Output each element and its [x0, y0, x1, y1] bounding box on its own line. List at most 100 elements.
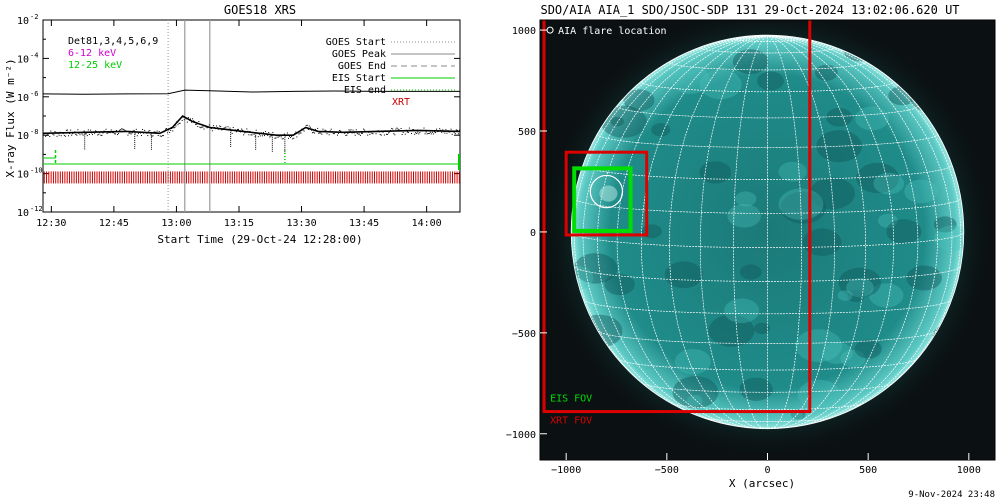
goes-noise-dot [308, 125, 310, 127]
goes-noise-dot [136, 135, 138, 137]
goes-legend-left-item: 6-12 keV [68, 48, 116, 59]
goes-noise-dot [394, 134, 396, 136]
goes-noise-dot [70, 129, 72, 131]
goes-noise-dot [292, 138, 294, 140]
flare-location-circle [589, 174, 624, 209]
goes-noise-dot [372, 133, 374, 135]
goes-noise-dot [226, 129, 228, 131]
goes-noise-dot [159, 135, 161, 137]
goes-noise-dot [142, 128, 144, 130]
goes-noise-dot [151, 135, 153, 137]
goes-noise-dot [222, 128, 224, 130]
goes-noise-dot [189, 118, 191, 120]
goes-noise-dot [140, 134, 142, 136]
goes-noise-dot [275, 137, 277, 139]
goes-noise-dot [281, 138, 283, 140]
goes-noise-dot [266, 133, 268, 135]
goes-y-tick-exponent: -8 [30, 128, 38, 136]
goes-noise-dot [377, 130, 379, 132]
goes-noise-dot [197, 126, 199, 128]
goes-noise-dot [404, 133, 406, 135]
goes-noise-dot [305, 124, 307, 126]
goes-y-tick-exponent: -12 [30, 205, 43, 213]
aia-image-chart: SDO/AIA AIA_1 SDO/JSOC-SDP 131 29-Oct-20… [506, 3, 996, 500]
goes-noise-dot [100, 134, 102, 136]
goes-noise-dot [370, 131, 372, 133]
flare-legend-label: AIA flare location [558, 26, 666, 37]
goes-noise-dot [397, 128, 399, 130]
aia-x-tick-label: 0 [764, 465, 770, 476]
goes-noise-dot [114, 133, 116, 135]
longitude-line [767, 35, 866, 429]
goes-noise-dot [45, 135, 47, 137]
goes-noise-dot [145, 131, 147, 133]
goes-noise-dot [354, 134, 356, 136]
goes-noise-dot [429, 131, 431, 133]
goes-noise-dot [236, 128, 238, 130]
goes-noise-dot [395, 128, 397, 130]
goes-noise-dot [256, 132, 258, 134]
goes-noise-dot [301, 128, 303, 130]
goes-noise-dot [66, 129, 68, 131]
goes-noise-dot [418, 133, 420, 135]
goes-x-tick-label: 13:45 [349, 218, 379, 229]
goes-noise-dot [448, 131, 450, 133]
goes-noise-dot [440, 129, 442, 131]
solar-feature [906, 265, 942, 291]
longitude-line [767, 35, 802, 429]
goes-noise-dot [154, 131, 156, 133]
solar-feature [732, 49, 769, 75]
goes-noise-dot [248, 134, 250, 136]
goes-noise-dot [149, 130, 151, 132]
solar-feature [600, 105, 647, 138]
longitude-line [573, 35, 768, 409]
goes-noise-dot [315, 128, 317, 130]
goes-noise-dot [320, 132, 322, 134]
goes-noise-dot [273, 134, 275, 136]
goes-noise-dot [183, 119, 185, 121]
goes-noise-dot [441, 131, 443, 133]
goes-noise-dot [405, 129, 407, 131]
goes-noise-dot [334, 131, 336, 133]
goes-noise-dot [178, 122, 180, 124]
goes-noise-dot [414, 133, 416, 135]
goes-noise-dot [279, 135, 281, 137]
goes-y-tick-exponent: -6 [30, 90, 38, 98]
goes-noise-dot [401, 134, 403, 136]
xrt-fov-label: XRT FOV [550, 416, 592, 427]
solar-feature [651, 123, 671, 137]
goes-noise-dot [378, 131, 380, 133]
goes-noise-dot [89, 129, 91, 131]
goes-noise-dot [352, 129, 354, 131]
goes-noise-dot [199, 126, 201, 128]
goes-noise-dot [173, 127, 175, 129]
goes-noise-dot [296, 136, 298, 138]
goes-noise-dot [399, 130, 401, 132]
longitude-line [767, 35, 919, 428]
goes-series-line [42, 114, 461, 136]
solar-feature [795, 329, 843, 363]
goes-noise-dot [424, 133, 426, 135]
xrt-fov-small-box [564, 150, 649, 237]
goes-noise-dot [307, 128, 309, 130]
goes-noise-dot [270, 135, 272, 137]
goes-legend-right-item: XRT [392, 97, 410, 108]
goes-noise-dot [451, 133, 453, 135]
goes-noise-dot [235, 131, 237, 133]
goes-noise-dot [294, 133, 296, 135]
goes-noise-dot [163, 131, 165, 133]
goes-noise-dot [112, 132, 114, 134]
goes-noise-dot [245, 131, 247, 133]
goes-noise-dot [242, 129, 244, 131]
goes-noise-dot [65, 129, 67, 131]
latitude-line [597, 133, 938, 148]
goes-legend-left-item: Det81,3,4,5,6,9 [68, 36, 158, 47]
goes-noise-dot [371, 132, 373, 134]
goes-noise-dot [223, 127, 225, 129]
goes-noise-dot [364, 129, 366, 131]
goes-legend-right-item: EIS end [344, 85, 386, 96]
goes-noise-dot [78, 132, 80, 134]
goes-noise-dot [359, 134, 361, 136]
goes-noise-dot [184, 117, 186, 119]
goes-noise-dot [166, 128, 168, 130]
